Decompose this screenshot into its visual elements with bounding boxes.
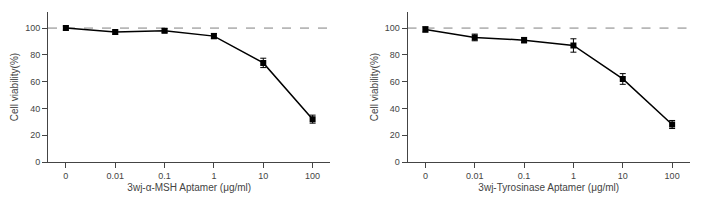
svg-text:0.01: 0.01 <box>466 171 484 181</box>
svg-text:40: 40 <box>390 104 400 114</box>
svg-text:100: 100 <box>305 171 320 181</box>
svg-text:60: 60 <box>30 77 40 87</box>
svg-text:0: 0 <box>423 171 428 181</box>
svg-text:1: 1 <box>211 171 216 181</box>
svg-text:Cell viability(%): Cell viability(%) <box>9 53 20 121</box>
svg-text:1: 1 <box>571 171 576 181</box>
svg-text:80: 80 <box>390 50 400 60</box>
svg-text:10: 10 <box>618 171 628 181</box>
svg-text:0.1: 0.1 <box>158 171 171 181</box>
svg-text:3wj-Tyrosinase Aptamer (μg/ml): 3wj-Tyrosinase Aptamer (μg/ml) <box>478 182 619 193</box>
svg-text:0.01: 0.01 <box>106 171 124 181</box>
svg-text:40: 40 <box>30 104 40 114</box>
svg-text:0: 0 <box>63 171 68 181</box>
svg-text:0.1: 0.1 <box>518 171 531 181</box>
svg-text:100: 100 <box>25 23 40 33</box>
svg-text:10: 10 <box>258 171 268 181</box>
svg-text:100: 100 <box>385 23 400 33</box>
svg-text:0: 0 <box>395 157 400 167</box>
svg-text:80: 80 <box>30 50 40 60</box>
svg-text:60: 60 <box>390 77 400 87</box>
svg-text:20: 20 <box>390 130 400 140</box>
svg-text:Cell viability(%): Cell viability(%) <box>369 53 380 121</box>
svg-text:20: 20 <box>30 130 40 140</box>
svg-text:100: 100 <box>665 171 680 181</box>
svg-text:3wj-α-MSH Aptamer (μg/ml): 3wj-α-MSH Aptamer (μg/ml) <box>127 182 251 193</box>
svg-text:0: 0 <box>35 157 40 167</box>
